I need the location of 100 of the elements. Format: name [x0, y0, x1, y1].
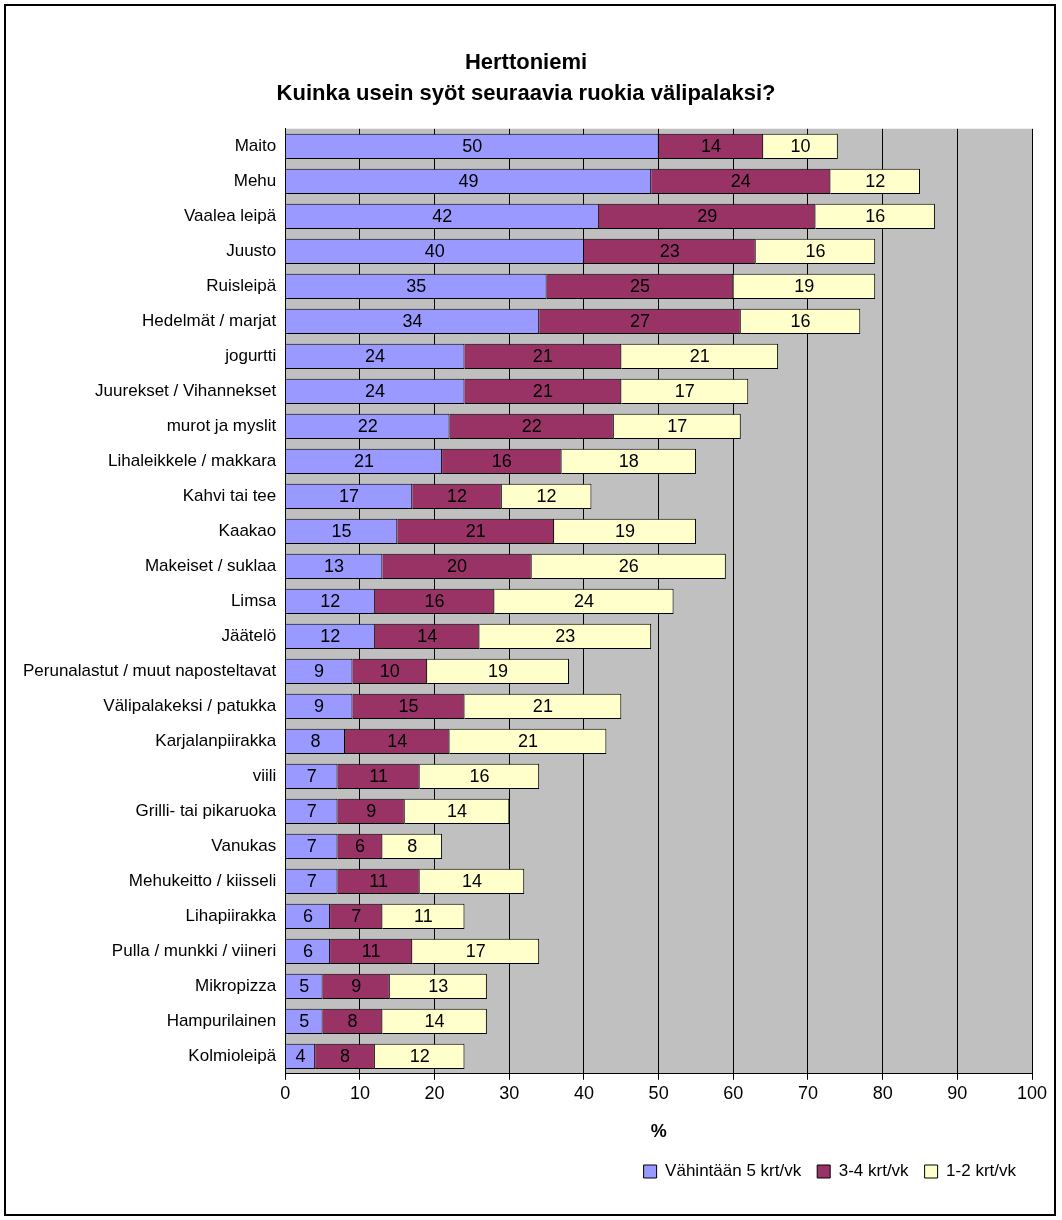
- data-label: 16: [424, 591, 445, 612]
- y-tick-label: Välipalakeksi / patukka: [103, 695, 277, 715]
- data-label: 12: [865, 171, 886, 192]
- data-label: 21: [532, 696, 553, 717]
- data-label: 12: [409, 1046, 430, 1067]
- data-label: 18: [618, 451, 639, 472]
- x-tick-label: 40: [573, 1082, 594, 1103]
- data-label: 49: [458, 171, 479, 192]
- data-label: 24: [365, 346, 386, 367]
- data-label: 25: [629, 276, 650, 297]
- legend-label: 3-4 krt/vk: [838, 1161, 910, 1181]
- x-tick-label: 30: [499, 1082, 520, 1103]
- y-tick-label: Juusto: [226, 240, 277, 260]
- data-label: 21: [517, 731, 538, 752]
- y-tick-label: Juurekset / Vihannekset: [95, 380, 277, 400]
- data-label: 14: [424, 1011, 445, 1032]
- chart-title: Herttoniemi: [464, 49, 588, 75]
- data-label: 9: [351, 976, 362, 997]
- data-label: 7: [306, 871, 317, 892]
- data-label: 8: [310, 731, 321, 752]
- data-label: 24: [573, 591, 594, 612]
- data-label: 15: [398, 696, 419, 717]
- data-label: 14: [461, 871, 482, 892]
- data-label: 21: [353, 451, 374, 472]
- data-label: 10: [790, 136, 811, 157]
- data-label: 11: [414, 906, 433, 927]
- data-label: 15: [331, 521, 352, 542]
- y-tick-label: Lihaleikkele / makkara: [108, 450, 277, 470]
- data-label: 14: [700, 136, 721, 157]
- y-tick-label: Kaakao: [218, 520, 277, 540]
- data-label: 14: [387, 731, 408, 752]
- x-tick-label: 10: [349, 1082, 370, 1103]
- x-tick-label: 60: [723, 1082, 744, 1103]
- data-label: 9: [314, 661, 325, 682]
- y-tick-label: Maito: [234, 135, 277, 155]
- y-tick-label: Pulla / munkki / viineri: [111, 940, 277, 960]
- data-label: 7: [306, 836, 317, 857]
- data-label: 13: [428, 976, 449, 997]
- data-label: 21: [689, 346, 710, 367]
- y-tick-label: Perunalastut / muut naposteltavat: [23, 660, 277, 680]
- data-label: 20: [447, 556, 468, 577]
- legend-label: Vähintään 5 krt/vk: [665, 1161, 802, 1181]
- data-label: 21: [532, 381, 553, 402]
- data-label: 27: [629, 311, 650, 332]
- y-tick-label: Mikropizza: [195, 975, 277, 995]
- data-label: 7: [306, 801, 317, 822]
- data-label: 16: [805, 241, 826, 262]
- data-label: 17: [667, 416, 688, 437]
- data-label: 12: [320, 591, 341, 612]
- y-tick-label: Jäätelö: [221, 625, 277, 645]
- y-tick-label: viili: [252, 765, 277, 785]
- data-label: 19: [794, 276, 815, 297]
- y-tick-label: murot ja myslit: [166, 415, 277, 435]
- data-label: 22: [521, 416, 542, 437]
- data-label: 16: [865, 206, 886, 227]
- y-tick-label: Kahvi tai tee: [182, 485, 277, 505]
- chart-subtitle: Kuinka usein syöt seuraavia ruokia välipalaksi?: [276, 79, 776, 105]
- data-label: 14: [417, 626, 438, 647]
- data-label: 6: [302, 941, 313, 962]
- y-tick-label: Limsa: [230, 590, 277, 610]
- y-tick-label: Mehukeitto / kiisseli: [128, 870, 277, 890]
- data-label: 6: [302, 906, 313, 927]
- x-axis-title: %: [650, 1121, 667, 1142]
- data-label: 7: [351, 906, 362, 927]
- data-label: 11: [369, 871, 388, 892]
- data-label: 17: [465, 941, 486, 962]
- data-label: 10: [379, 661, 400, 682]
- data-label: 13: [324, 556, 345, 577]
- y-tick-label: Mehu: [233, 170, 277, 190]
- data-label: 24: [365, 381, 386, 402]
- data-label: 8: [407, 836, 418, 857]
- data-label: 23: [555, 626, 576, 647]
- y-tick-label: Lihapiirakka: [185, 905, 277, 925]
- data-label: 42: [432, 206, 453, 227]
- x-tick-label: 100: [1016, 1082, 1048, 1103]
- data-label: 40: [424, 241, 445, 262]
- y-tick-label: Hampurilainen: [166, 1010, 277, 1030]
- y-tick-label: Kolmioleipä: [188, 1045, 277, 1065]
- y-tick-label: jogurtti: [224, 345, 277, 365]
- data-label: 6: [354, 836, 365, 857]
- data-label: 9: [314, 696, 325, 717]
- data-label: 16: [469, 766, 490, 787]
- y-tick-label: Hedelmät / marjat: [142, 310, 277, 330]
- data-label: 17: [338, 486, 359, 507]
- data-label: 35: [406, 276, 427, 297]
- data-label: 8: [340, 1046, 351, 1067]
- data-label: 21: [465, 521, 486, 542]
- data-label: 19: [615, 521, 636, 542]
- data-label: 34: [402, 311, 423, 332]
- y-tick-label: Ruisleipä: [206, 275, 277, 295]
- x-tick-label: 20: [424, 1082, 445, 1103]
- data-label: 16: [491, 451, 512, 472]
- data-label: 16: [790, 311, 811, 332]
- x-tick-label: 50: [648, 1082, 669, 1103]
- data-label: 12: [320, 626, 341, 647]
- data-label: 12: [536, 486, 557, 507]
- data-label: 4: [295, 1046, 306, 1067]
- data-label: 17: [674, 381, 695, 402]
- data-label: 19: [488, 661, 509, 682]
- y-tick-label: Vaalea leipä: [183, 205, 277, 225]
